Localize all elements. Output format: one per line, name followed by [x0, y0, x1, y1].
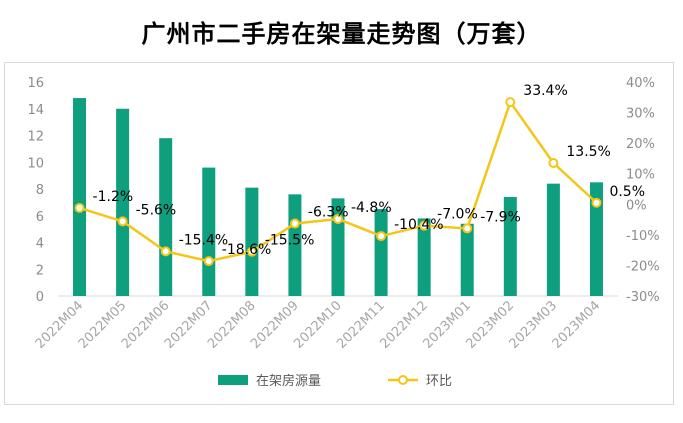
- line-point: [74, 202, 85, 213]
- legend-label: 在架房源量: [256, 373, 321, 389]
- left-axis-tick-label: 14: [27, 103, 44, 118]
- left-axis-tick-label: 2: [36, 263, 44, 278]
- right-axis-tick-label: 40%: [626, 76, 655, 91]
- data-label: -15.4%: [179, 232, 229, 248]
- bar: [116, 108, 130, 296]
- data-label: -15.5%: [265, 233, 315, 249]
- right-axis-tick-label: 30%: [626, 107, 655, 122]
- legend-label: 环比: [426, 374, 452, 389]
- bar: [374, 209, 388, 296]
- data-label: 13.5%: [566, 144, 610, 160]
- right-axis-tick-label: -30%: [626, 290, 660, 305]
- line-point: [117, 216, 128, 227]
- bar: [460, 223, 474, 296]
- right-axis-tick-label: 20%: [626, 137, 655, 152]
- line-point: [246, 246, 257, 257]
- data-label: -6.3%: [308, 205, 349, 221]
- data-label: -18.6%: [222, 242, 272, 258]
- data-label: -7.9%: [480, 209, 521, 225]
- line-point: [160, 246, 171, 257]
- line-point: [548, 158, 559, 169]
- left-axis-tick-label: 0: [36, 290, 44, 305]
- bar: [503, 197, 517, 296]
- bar: [159, 138, 173, 296]
- data-label: -5.6%: [136, 202, 177, 218]
- left-axis-tick-label: 12: [27, 130, 44, 145]
- left-axis-tick-label: 4: [36, 237, 44, 252]
- left-axis-tick-label: 10: [27, 156, 44, 171]
- line-point: [333, 213, 343, 224]
- line-point: [376, 231, 387, 242]
- legend-swatch-marker: [398, 375, 408, 385]
- chart-title: 广州市二手房在架量走势图（万套）: [141, 20, 542, 48]
- right-axis-tick-label: -20%: [626, 259, 660, 274]
- x-axis-tick-label: 2023M04: [550, 298, 604, 352]
- data-label: 0.5%: [609, 184, 645, 200]
- line-point: [289, 218, 300, 229]
- left-axis-tick-label: 8: [36, 183, 44, 198]
- line-point: [462, 223, 473, 234]
- bar: [546, 183, 560, 296]
- data-label: -10.4%: [394, 217, 444, 233]
- bar: [417, 218, 431, 296]
- right-axis-tick-label: 0%: [626, 198, 647, 213]
- right-axis-tick-label: 10%: [626, 168, 655, 183]
- line-point: [419, 220, 430, 231]
- data-label: -1.2%: [93, 189, 134, 205]
- data-label: -4.8%: [351, 200, 392, 216]
- bar: [73, 98, 87, 296]
- data-label: 33.4%: [523, 83, 567, 99]
- legend-swatch-bar: [218, 375, 248, 385]
- line-point: [591, 197, 602, 208]
- bar: [331, 198, 345, 296]
- left-axis-tick-label: 6: [36, 210, 44, 225]
- data-label: -7.0%: [437, 207, 478, 223]
- line-point: [203, 256, 214, 267]
- chart-frame: [4, 62, 674, 405]
- left-axis-tick-label: 16: [27, 76, 44, 91]
- line-point: [505, 97, 516, 108]
- right-axis-tick-label: -10%: [626, 229, 660, 244]
- bar: [589, 182, 603, 296]
- bar: [245, 187, 259, 296]
